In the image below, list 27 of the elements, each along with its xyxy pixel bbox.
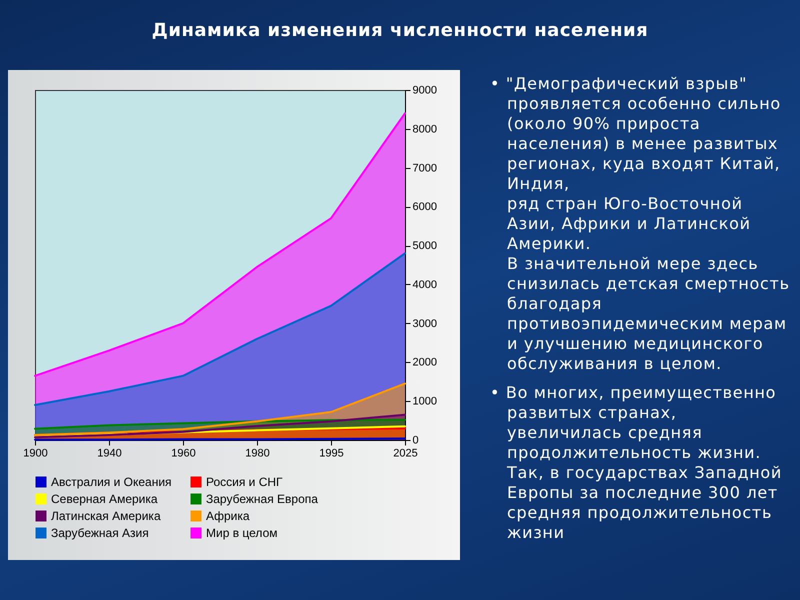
x-tick-label: 1980 bbox=[245, 448, 270, 460]
legend-label: Зарубежная Азия bbox=[51, 526, 149, 540]
x-tick-label: 2025 bbox=[393, 448, 418, 460]
y-tick-label: 8000 bbox=[412, 123, 437, 136]
legend-label: Россия и СНГ bbox=[206, 475, 284, 489]
x-tick-label: 1900 bbox=[23, 448, 48, 460]
y-tick-label: 9000 bbox=[412, 84, 437, 96]
y-tick-label: 7000 bbox=[412, 162, 437, 174]
x-tick-label: 1940 bbox=[97, 448, 122, 460]
x-tick-label: 1960 bbox=[171, 448, 196, 460]
legend-label: Зарубежная Европа bbox=[206, 492, 318, 506]
legend-label: Латинская Америка bbox=[51, 509, 161, 523]
y-tick-label: 4000 bbox=[412, 278, 437, 291]
legend-label: Африка bbox=[206, 509, 250, 523]
y-tick-label: 0 bbox=[412, 434, 419, 446]
y-tick-label: 3000 bbox=[412, 318, 437, 330]
x-tick-label: 1995 bbox=[319, 448, 344, 460]
text: • Во многих, преимущественно развитых странах, увеличилась средняя продолжительность жизни. Так, в государствах Западной Европы за последние 300 лет средняя продолжительность жизни bbox=[490, 383, 783, 543]
legend-label: Австралия и Океания bbox=[51, 475, 172, 489]
legend-label: Северная Америка bbox=[51, 492, 158, 506]
chart-title: Динамика изменения численности населения bbox=[150, 20, 650, 41]
legend-label: Мир в целом bbox=[206, 526, 278, 540]
y-tick-label: 1000 bbox=[412, 396, 437, 408]
y-tick-label: 6000 bbox=[412, 201, 437, 214]
y-tick-label: 2000 bbox=[412, 356, 437, 369]
text: • "Демографический взрыв" проявляется особенно сильно (около 90% прироста населения) в менее развитых регионах, куда входят Китай, Индия, ряд стран Юго-Восточной Азии, Африки и Латинской Америки. В значительной мере здесь снизилась детская смертность благодаря противоэпидемическим мерам и улучшению медицинского обслуживания в целом. bbox=[490, 74, 790, 373]
y-tick-label: 5000 bbox=[412, 240, 437, 252]
